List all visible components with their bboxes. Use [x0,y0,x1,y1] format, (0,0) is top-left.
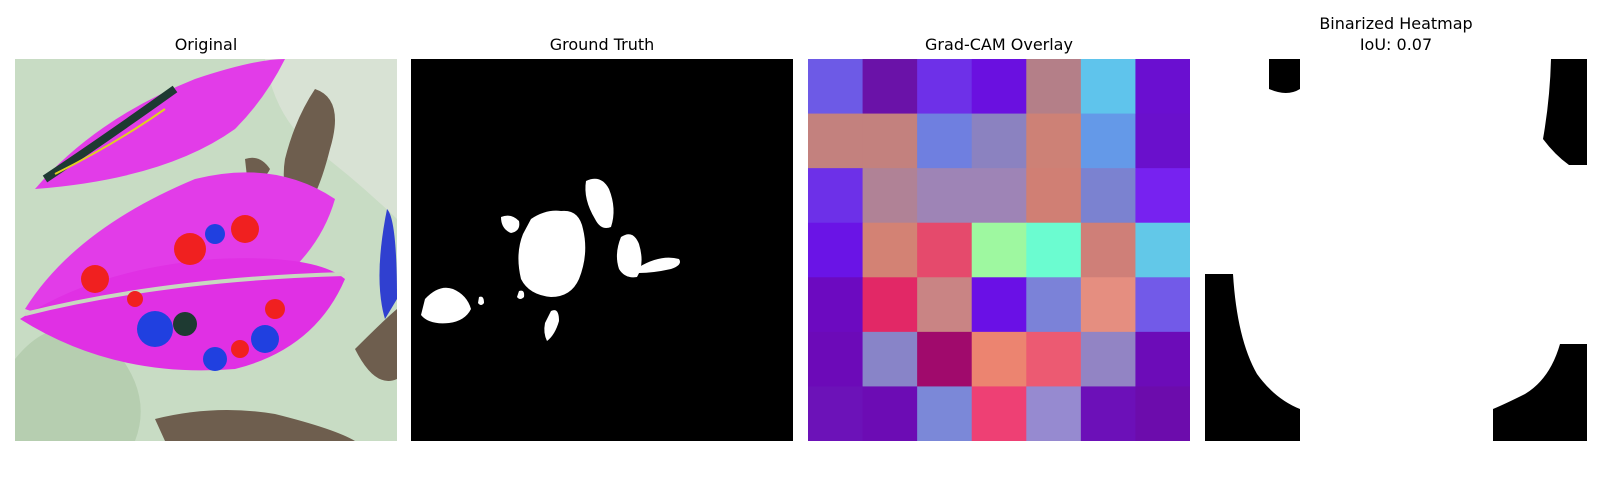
heatmap-cell [971,59,1027,115]
heatmap-cell [808,331,864,387]
iou-label: IoU: 0.07 [1359,35,1433,54]
heatmap-cell [1135,59,1190,115]
heatmap-cell [1080,168,1136,224]
heatmap-cell [917,277,973,333]
heatmap-cell [971,168,1027,224]
gradcam-overlay-panel: Grad-CAM Overlay [808,0,1190,500]
heatmap-cell [917,386,973,441]
ground-truth-mask [411,59,793,441]
ground-truth-panel: Ground Truth [411,0,793,500]
heatmap-cell [971,277,1027,333]
heatmap-cell [862,113,918,169]
heatmap-cell [971,113,1027,169]
heatmap-cell [1135,113,1190,169]
heatmap-cell [1026,168,1082,224]
binarized-heatmap-panel: Binarized Heatmap IoU: 0.07 [1205,0,1587,500]
heatmap-cell [1026,277,1082,333]
heatmap-cell [1080,222,1136,278]
heatmap-cell [917,59,973,115]
heatmap-cell [1135,386,1190,441]
heatmap-cell [862,277,918,333]
heatmap-cell [1026,331,1082,387]
heatmap-cell [971,222,1027,278]
binarized-heatmap-mask [1205,59,1587,441]
original-title: Original [174,35,238,54]
heatmap-cell [808,277,864,333]
heatmap-cell [862,168,918,224]
heatmap-cell [971,386,1027,441]
heatmap-cell [862,222,918,278]
binarized-heatmap-title: Binarized Heatmap [1319,14,1473,33]
heatmap-cell [1026,386,1082,441]
heatmap-cell [1135,168,1190,224]
heatmap-cell [1026,113,1082,169]
heatmap-cell [808,168,864,224]
heatmap-cell [971,331,1027,387]
heatmap-cell [808,59,864,115]
heatmap-cell [808,386,864,441]
heatmap-cell [1080,386,1136,441]
original-image [15,59,397,441]
heatmap-cell [917,331,973,387]
ground-truth-title: Ground Truth [549,35,655,54]
heatmap-cell [1080,277,1136,333]
gradcam-heatmap [808,59,1190,441]
heatmap-cell [862,331,918,387]
heatmap-cell [1080,331,1136,387]
gradcam-overlay-title: Grad-CAM Overlay [925,35,1073,54]
heatmap-cell [917,113,973,169]
heatmap-cell [917,168,973,224]
original-panel: Original [15,0,397,500]
heatmap-cell [1135,277,1190,333]
heatmap-cell [1026,59,1082,115]
heatmap-cell [1135,222,1190,278]
heatmap-cell [808,113,864,169]
heatmap-cell [808,222,864,278]
heatmap-cell [862,386,918,441]
heatmap-cell [1135,331,1190,387]
heatmap-cell [1080,113,1136,169]
heatmap-cell [862,59,918,115]
heatmap-cell [917,222,973,278]
heatmap-cell [1080,59,1136,115]
heatmap-cell [1026,222,1082,278]
